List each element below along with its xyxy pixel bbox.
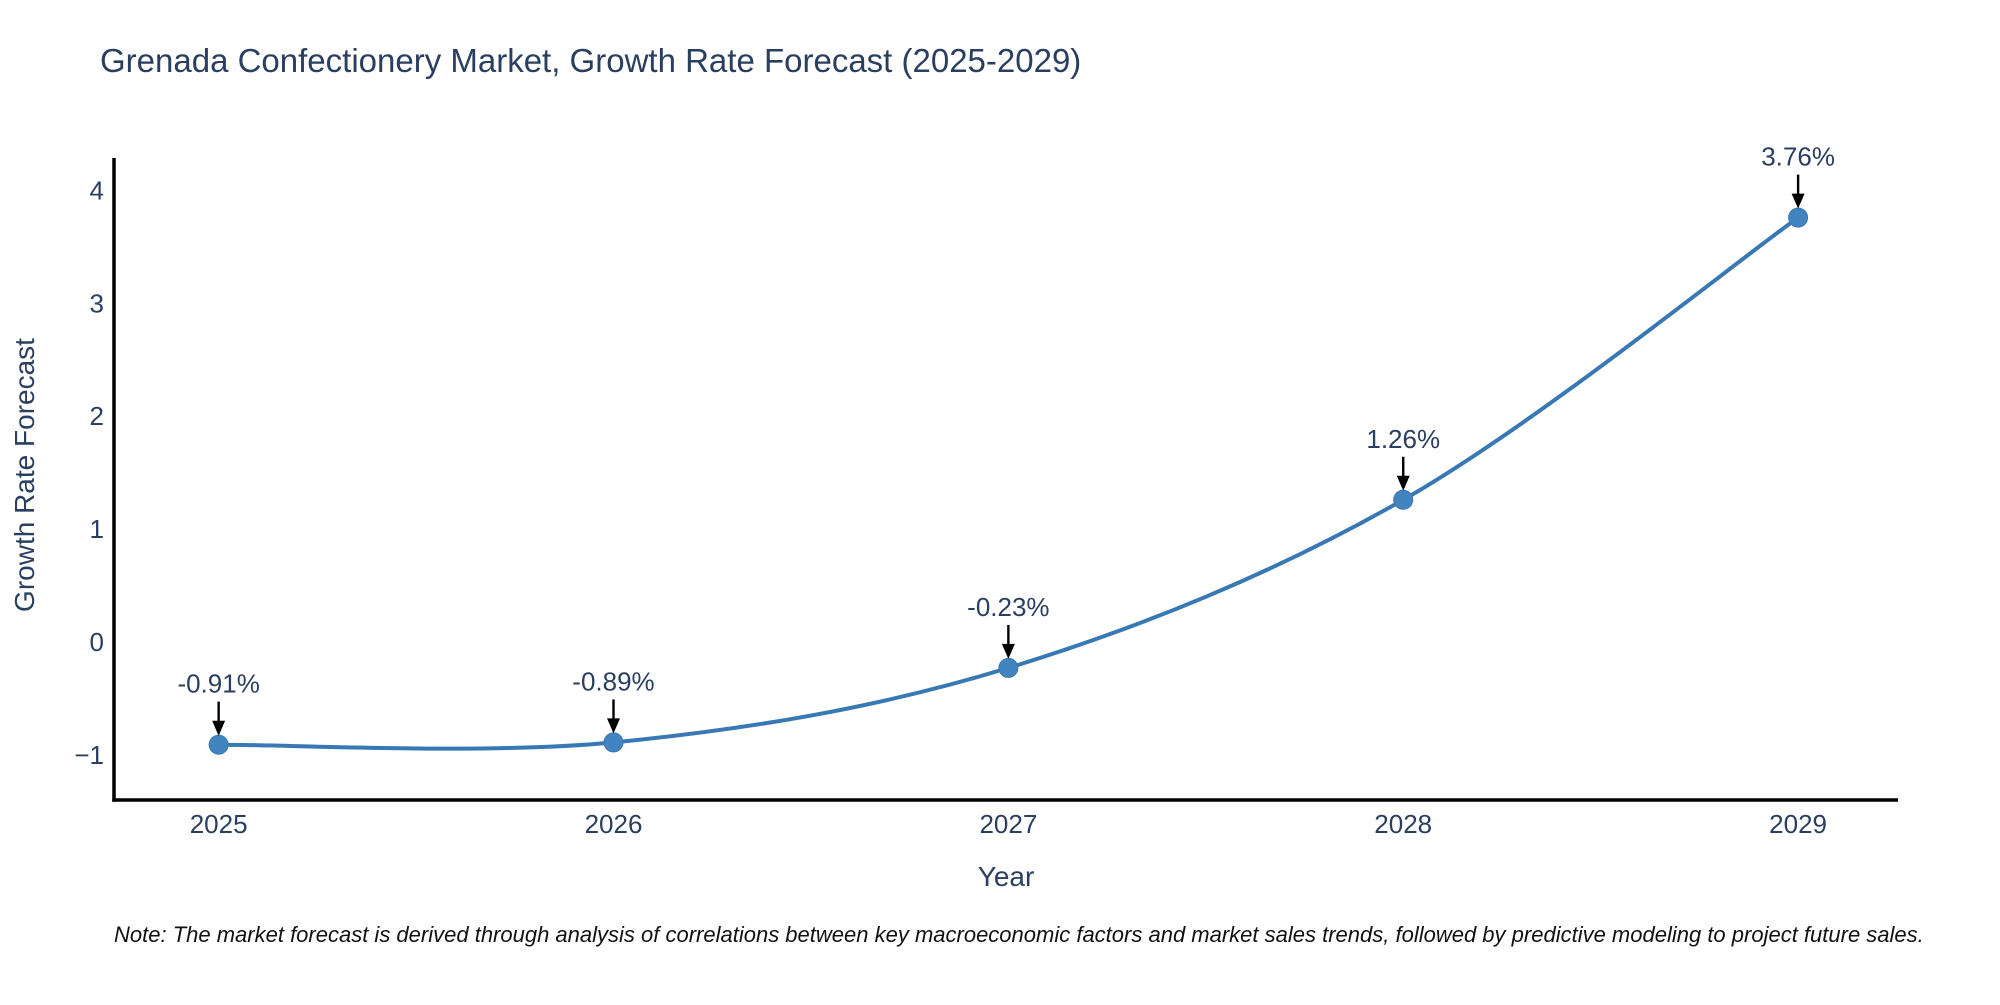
y-tick-label: −1: [74, 740, 104, 770]
x-axis-title: Year: [977, 861, 1035, 892]
x-tick-label: 2027: [979, 809, 1037, 839]
chart-title: Grenada Confectionery Market, Growth Rat…: [100, 42, 1082, 79]
y-axis-title: Growth Rate Forecast: [9, 338, 40, 612]
y-tick-label: 1: [90, 514, 104, 544]
annotation-arrowhead-icon: [1396, 475, 1410, 491]
data-point-marker[interactable]: [603, 732, 624, 753]
x-tick-label: 2029: [1769, 809, 1827, 839]
annotation-arrowhead-icon: [1001, 643, 1015, 659]
data-point-marker[interactable]: [208, 734, 229, 755]
x-tick-label: 2028: [1374, 809, 1432, 839]
y-tick-label: 2: [90, 401, 104, 431]
annotation-arrowhead-icon: [212, 720, 226, 736]
data-point-label: -0.89%: [572, 666, 654, 696]
data-point-label: 3.76%: [1761, 142, 1835, 172]
y-tick-label: 3: [90, 288, 104, 318]
forecast-line: [216, 215, 1801, 751]
data-point-marker[interactable]: [998, 657, 1019, 678]
y-tick-label: 4: [90, 175, 104, 205]
annotation-arrowhead-icon: [607, 718, 621, 734]
data-point-label: 1.26%: [1366, 424, 1440, 454]
y-tick-label: 0: [90, 627, 104, 657]
data-point-marker[interactable]: [1788, 207, 1809, 228]
annotation-arrowhead-icon: [1791, 193, 1805, 209]
data-point-marker[interactable]: [1393, 489, 1414, 510]
footnote: Note: The market forecast is derived thr…: [114, 922, 1924, 947]
x-tick-label: 2025: [190, 809, 248, 839]
x-tick-label: 2026: [585, 809, 643, 839]
data-point-label: -0.91%: [177, 669, 259, 699]
data-point-label: -0.23%: [967, 592, 1049, 622]
